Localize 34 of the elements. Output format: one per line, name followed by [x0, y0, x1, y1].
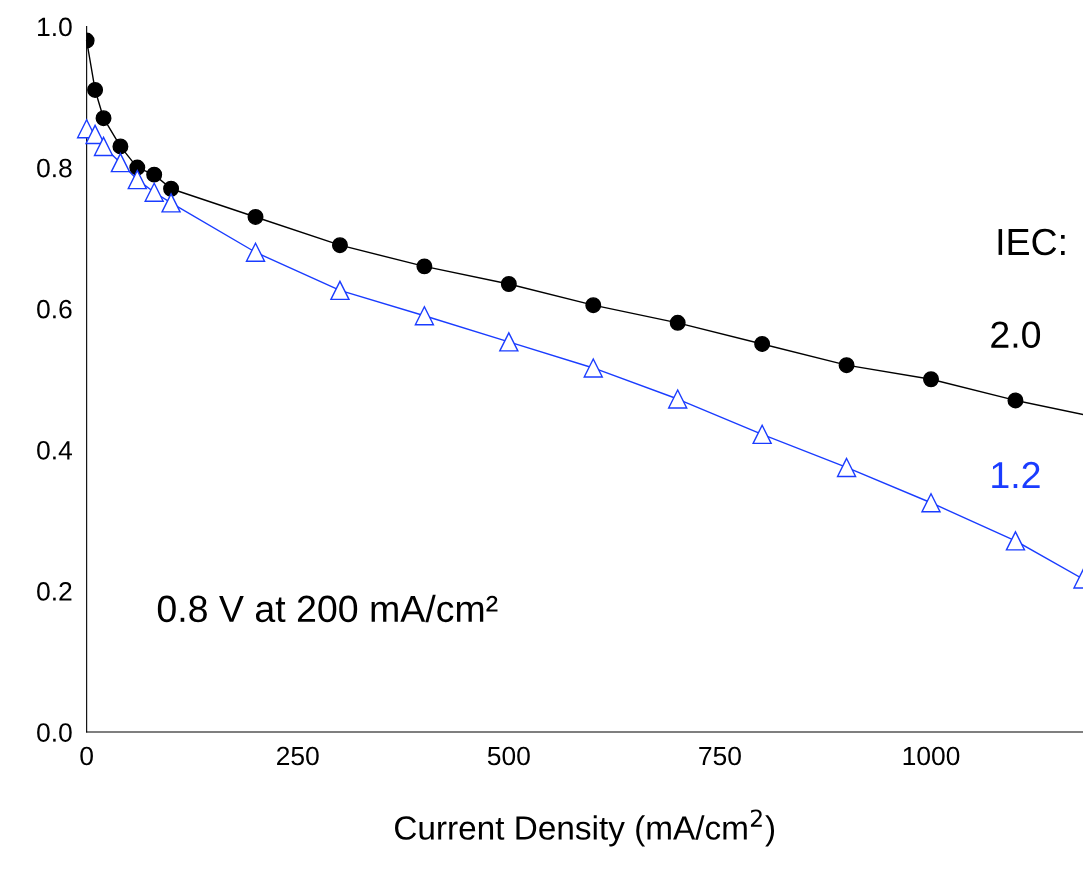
point [93, 136, 114, 157]
y-tick-label: 0.0 [37, 723, 72, 742]
y-tick-label: 0.2 [37, 582, 72, 601]
point [752, 424, 772, 445]
point [500, 276, 517, 292]
x-tick-label: 250 [277, 746, 319, 766]
x-tick-label: 0 [80, 746, 93, 766]
point [245, 242, 266, 262]
point [921, 493, 941, 513]
point [127, 169, 148, 190]
series-label: 2.0 [991, 321, 1041, 348]
point [499, 332, 519, 352]
x-tick-label: 750 [699, 746, 741, 766]
point [583, 358, 603, 378]
point [144, 182, 164, 202]
x-axis-title: Current Density (mA/cm$^{2}$) [395, 809, 775, 847]
point [414, 306, 435, 326]
annotation: 0.8 V at 200 mA/cm² [157, 594, 498, 623]
point [161, 193, 181, 213]
point [85, 124, 105, 145]
y-tick-label: 0.4 [37, 440, 72, 460]
x-tick-label: 1000 [903, 746, 960, 766]
annotation: IEC: [998, 228, 1065, 256]
y-tick-label: 0.6 [37, 299, 72, 319]
point [836, 457, 857, 478]
series-label: 1.2 [992, 461, 1040, 489]
y-tick-label: 0.8 [37, 158, 72, 178]
point [110, 152, 131, 173]
y-tick-label: 1.0 [38, 17, 72, 37]
point [1005, 531, 1026, 551]
point [667, 389, 688, 409]
x-tick-label: 500 [487, 746, 530, 766]
point [330, 280, 350, 301]
point [669, 314, 686, 331]
